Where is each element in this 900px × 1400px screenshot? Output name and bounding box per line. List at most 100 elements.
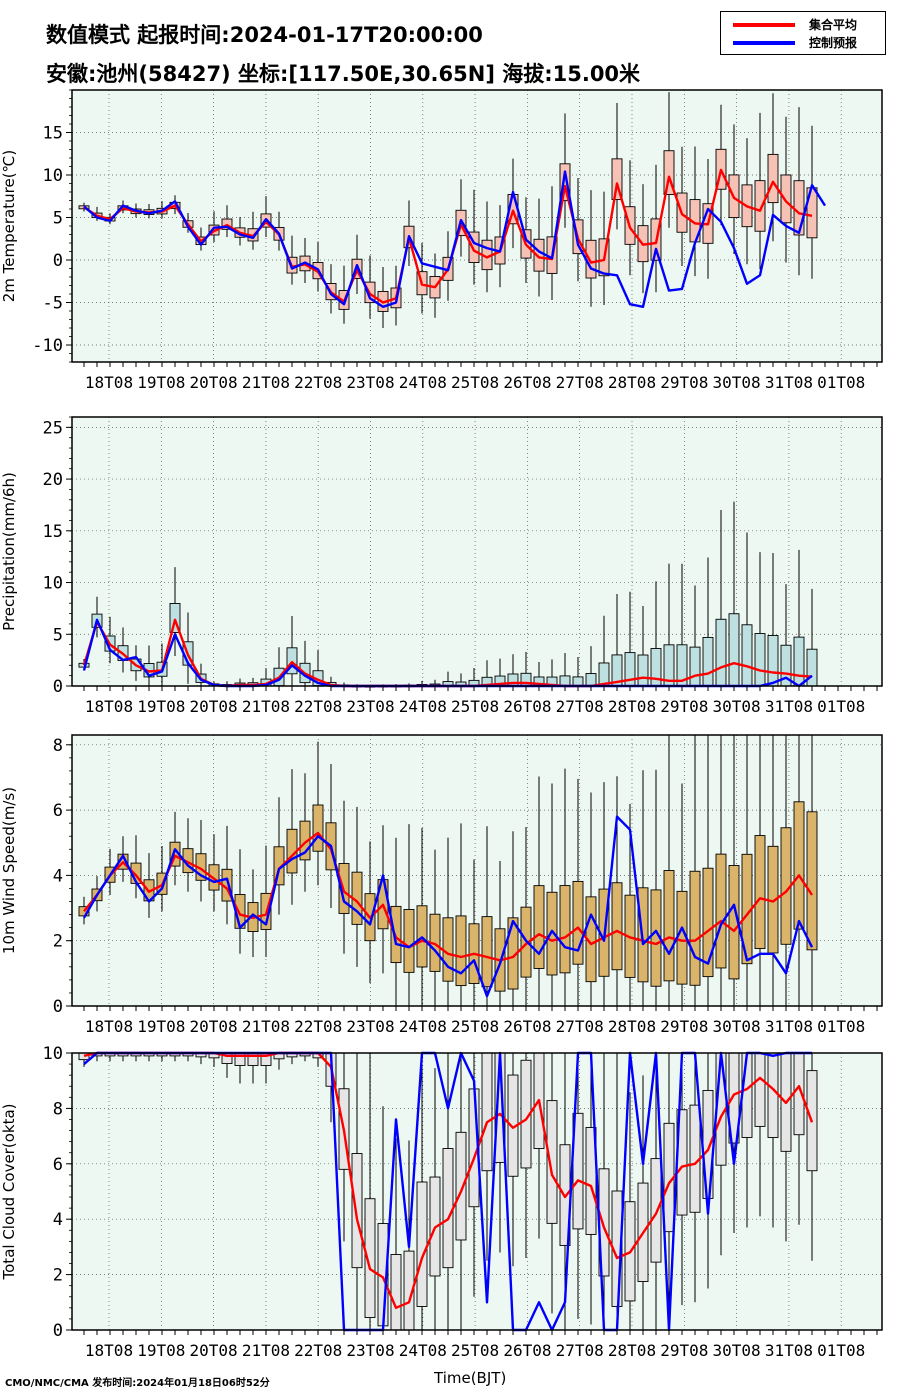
x-tick-label: 23T08 bbox=[346, 1017, 394, 1036]
x-tick-label: 21T08 bbox=[242, 373, 290, 392]
x-tick-label: 27T08 bbox=[556, 697, 604, 716]
ensemble-box bbox=[689, 870, 701, 986]
x-tick-label: 25T08 bbox=[451, 373, 499, 392]
x-tick-label: 22T08 bbox=[294, 1341, 342, 1360]
footer-issue-time: CMO/NMC/CMA 发布时间:2024年01月18日06时52分 bbox=[5, 1378, 270, 1389]
ensemble-box bbox=[559, 163, 571, 202]
y-tick-label: -5 bbox=[43, 294, 63, 314]
ensemble-box bbox=[767, 635, 779, 687]
y-tick-label: 0 bbox=[53, 1321, 63, 1341]
x-tick-label: 28T08 bbox=[608, 1017, 656, 1036]
ensemble-box bbox=[468, 231, 480, 263]
ensemble-box bbox=[442, 1148, 454, 1269]
x-tick-label: 21T08 bbox=[242, 697, 290, 716]
x-tick-label: 29T08 bbox=[660, 1341, 708, 1360]
y-tick-label: 4 bbox=[53, 1210, 63, 1230]
y-tick-label: 8 bbox=[53, 736, 63, 756]
x-tick-label: 25T08 bbox=[451, 1017, 499, 1036]
ensemble-box bbox=[403, 909, 415, 973]
x-tick-label: 24T08 bbox=[399, 1341, 447, 1360]
ensemble-box bbox=[663, 870, 675, 982]
x-tick-label: 18T08 bbox=[85, 697, 133, 716]
x-tick-label: 29T08 bbox=[660, 697, 708, 716]
ensemble-box bbox=[455, 1131, 467, 1241]
ensemble-box bbox=[793, 801, 805, 930]
y-tick-label: 6 bbox=[53, 801, 63, 821]
x-tick-label: 24T08 bbox=[399, 697, 447, 716]
legend-mean-label: 集合平均 bbox=[809, 18, 858, 32]
ensemble-box bbox=[351, 1153, 363, 1269]
ensemble-box bbox=[559, 675, 571, 687]
ensemble-box bbox=[585, 239, 597, 279]
ensemble-box bbox=[793, 180, 805, 236]
x-tick-label: 22T08 bbox=[294, 373, 342, 392]
ensemble-box bbox=[533, 885, 545, 969]
ensemble-box bbox=[442, 917, 454, 982]
legend-item-control: 控制预报 bbox=[721, 33, 885, 51]
legend-control-line bbox=[733, 41, 795, 45]
x-tick-label: 31T08 bbox=[765, 1017, 813, 1036]
x-tick-label: 22T08 bbox=[294, 697, 342, 716]
y-tick-label: 15 bbox=[43, 522, 63, 542]
y-tick-label: 6 bbox=[53, 1155, 63, 1175]
x-axis-title: Time(BJT) bbox=[434, 1369, 507, 1387]
legend-control-label: 控制预报 bbox=[809, 36, 858, 50]
x-tick-label: 31T08 bbox=[765, 373, 813, 392]
ensemble-box bbox=[572, 676, 584, 687]
ensemble-box bbox=[728, 613, 740, 687]
y-tick-label: 10 bbox=[43, 166, 63, 186]
x-tick-label: 30T08 bbox=[713, 697, 761, 716]
x-tick-label: 28T08 bbox=[608, 697, 656, 716]
ensemble-box bbox=[286, 647, 298, 675]
ensemble-box bbox=[546, 1100, 558, 1224]
ensemble-box bbox=[585, 673, 597, 687]
x-tick-label: 23T08 bbox=[346, 697, 394, 716]
ensemble-box bbox=[663, 150, 675, 196]
ensemble-box bbox=[793, 636, 805, 687]
x-tick-label: 30T08 bbox=[713, 1341, 761, 1360]
y-tick-label: 10 bbox=[43, 574, 63, 594]
ensemble-box bbox=[715, 853, 727, 969]
chart-panel-3: 0 2 4 6 8 18T08 19T08 20T08 21T08 22T08 23T08 24T08… bbox=[0, 734, 883, 1036]
header-title: 数值模式 起报时间:2024-01-17T20:00:00 bbox=[46, 23, 483, 47]
ensemble-box bbox=[637, 654, 649, 687]
x-tick-label: 25T08 bbox=[451, 697, 499, 716]
ensemble-box bbox=[572, 880, 584, 965]
ensemble-box bbox=[754, 633, 766, 687]
plot-frame bbox=[71, 734, 883, 1007]
header-station: 安徽:池州(58427) 坐标:[117.50E,30.65N] 海拔:15.0… bbox=[46, 62, 641, 86]
ensemble-box bbox=[650, 1158, 662, 1263]
ensemble-box bbox=[481, 916, 493, 988]
ensemble-mean-line bbox=[83, 831, 814, 962]
ensemble-box bbox=[312, 804, 324, 852]
ensemble-box bbox=[754, 1052, 766, 1127]
y-axis-title: 10m Wind Speed(m/s) bbox=[0, 787, 18, 954]
ensemble-box bbox=[481, 1052, 493, 1172]
x-tick-label: 26T08 bbox=[503, 373, 551, 392]
x-tick-label: 31T08 bbox=[765, 1341, 813, 1360]
ensemble-box bbox=[806, 648, 818, 687]
x-tick-label: 19T08 bbox=[137, 373, 185, 392]
x-tick-label: 29T08 bbox=[660, 373, 708, 392]
legend-item-mean: 集合平均 bbox=[721, 15, 885, 33]
x-tick-label: 19T08 bbox=[137, 697, 185, 716]
ensemble-box bbox=[559, 885, 571, 974]
legend-mean-line bbox=[733, 23, 795, 27]
ensemble-box bbox=[767, 153, 779, 204]
ensemble-box bbox=[741, 624, 753, 687]
ensemble-box bbox=[689, 646, 701, 687]
y-tick-label: -10 bbox=[32, 336, 63, 356]
y-tick-label: 8 bbox=[53, 1099, 63, 1119]
x-tick-label: 01T08 bbox=[817, 1017, 865, 1036]
x-tick-label: 19T08 bbox=[137, 1017, 185, 1036]
x-tick-label: 30T08 bbox=[713, 1017, 761, 1036]
y-tick-label: 2 bbox=[53, 932, 63, 952]
y-tick-label: 2 bbox=[53, 1266, 63, 1286]
ensemble-box bbox=[611, 882, 623, 971]
y-tick-label: 5 bbox=[53, 209, 63, 229]
x-tick-label: 23T08 bbox=[346, 373, 394, 392]
y-tick-label: 20 bbox=[43, 470, 63, 490]
y-tick-label: 0 bbox=[53, 251, 63, 271]
